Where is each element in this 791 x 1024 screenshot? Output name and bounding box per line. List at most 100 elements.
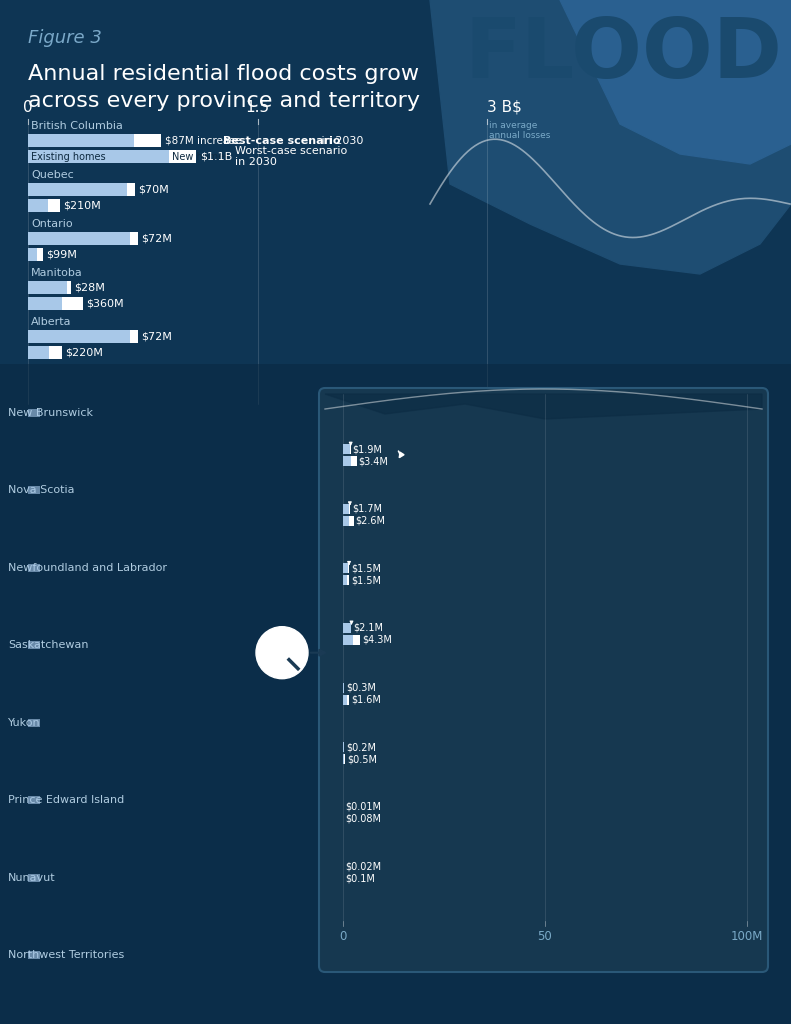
Text: Nova Scotia: Nova Scotia [8,485,74,496]
Bar [62,297,83,310]
Text: $0.3M: $0.3M [346,683,376,692]
Bar [343,623,351,633]
Bar [343,504,350,514]
Bar [343,563,349,573]
Text: British Columbia: British Columbia [31,121,123,131]
Text: $1.5M: $1.5M [351,563,381,573]
Text: Manitoba: Manitoba [31,268,83,278]
Text: Alberta: Alberta [31,317,71,327]
FancyBboxPatch shape [319,388,768,972]
Polygon shape [560,0,791,164]
Bar [0,364,791,1024]
Bar [28,873,40,882]
Bar [28,641,40,649]
Bar [134,134,161,147]
Bar [343,694,347,705]
Text: $99M: $99M [46,250,77,259]
Bar [28,951,40,959]
Text: $87M increase: $87M increase [165,135,248,145]
Text: $28M: $28M [74,283,104,293]
Bar [28,346,49,359]
Text: 0: 0 [23,100,32,115]
Bar [343,635,354,645]
Polygon shape [325,394,762,419]
Bar [346,575,349,586]
Bar [49,346,62,359]
Text: New Brunswick: New Brunswick [8,408,93,418]
Text: $220M: $220M [65,347,103,357]
Text: 3 B$: 3 B$ [487,100,522,115]
Text: $1.7M: $1.7M [352,504,382,514]
Text: $360M: $360M [86,299,123,308]
Text: $0.01M: $0.01M [345,802,381,812]
Circle shape [256,627,308,679]
Bar [28,330,138,343]
Text: 0: 0 [339,930,346,943]
Text: $1.1B: $1.1B [200,152,233,162]
Text: Figure 3: Figure 3 [28,29,102,47]
Bar [28,183,135,196]
Text: 50: 50 [538,930,552,943]
Bar [343,742,344,752]
Text: across every province and territory: across every province and territory [28,91,420,111]
Bar [28,248,37,261]
Text: 100M: 100M [731,930,763,943]
Bar [37,248,44,261]
Text: $1.9M: $1.9M [353,444,383,454]
Text: $3.4M: $3.4M [359,456,388,466]
Text: FLOOD: FLOOD [464,14,782,95]
Text: Existing homes: Existing homes [31,152,106,162]
Bar [347,694,350,705]
Polygon shape [430,0,791,274]
Bar [168,150,196,163]
Bar [28,719,40,727]
Text: Nunavut: Nunavut [8,872,55,883]
Text: $0.02M: $0.02M [345,861,381,871]
Bar [28,150,168,163]
Text: $70M: $70M [138,184,168,195]
Text: $0.5M: $0.5M [347,754,377,764]
Bar [28,297,62,310]
Bar [28,199,48,212]
Text: Saskatchewan: Saskatchewan [8,640,89,650]
Bar [28,797,40,804]
Bar [131,232,138,245]
Text: $2.6M: $2.6M [355,516,385,525]
Bar [127,183,135,196]
Text: Quebec: Quebec [31,170,74,180]
Bar [351,456,357,466]
Text: in 2030: in 2030 [318,135,364,145]
Text: New homes: New homes [172,152,229,162]
Bar [343,754,344,764]
Bar [48,199,60,212]
Bar [28,409,40,417]
Text: 1.5: 1.5 [245,100,270,115]
Text: Best-case scenario: Best-case scenario [223,135,341,145]
Text: $0.1M: $0.1M [346,873,375,884]
Text: $72M: $72M [141,233,172,244]
Bar [350,516,354,525]
Text: Annual residential flood costs grow: Annual residential flood costs grow [28,63,419,84]
Text: Yukon: Yukon [8,718,40,728]
Text: $1.6M: $1.6M [351,694,381,705]
Text: Northwest Territories: Northwest Territories [8,950,124,961]
Text: in average
annual losses: in average annual losses [489,121,551,140]
Text: $0.2M: $0.2M [346,742,376,752]
Bar [28,232,138,245]
Text: Prince Edward Island: Prince Edward Island [8,796,124,805]
Bar [343,516,350,525]
Text: Ontario: Ontario [31,219,73,229]
Bar [28,486,40,495]
Bar [344,754,345,764]
Text: Newfoundland and Labrador: Newfoundland and Labrador [8,563,167,572]
Bar [28,281,71,294]
Text: $72M: $72M [141,332,172,341]
Text: Worst-case scenario
  in 2030: Worst-case scenario in 2030 [229,145,347,167]
Bar [354,635,361,645]
Text: $1.5M: $1.5M [351,575,381,586]
Bar [350,623,351,633]
Bar [28,564,40,571]
Bar [343,683,344,692]
Text: $0.08M: $0.08M [346,814,381,823]
Bar [131,330,138,343]
